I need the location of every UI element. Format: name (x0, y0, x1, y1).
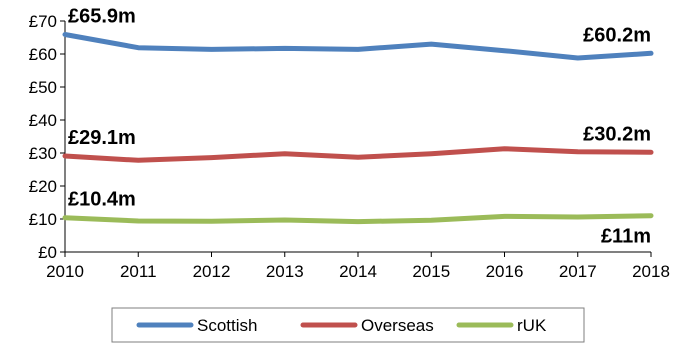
y-tick-label: £0 (38, 243, 57, 262)
series-line-ruk (62, 213, 654, 225)
x-tick-label: 2013 (266, 262, 304, 281)
x-tick-label: 2011 (120, 262, 157, 281)
x-tick-label: 2012 (193, 262, 231, 281)
y-tick-label: £10 (29, 210, 57, 229)
legend-label-ruk: rUK (517, 316, 547, 335)
data-label-ruk-end: £11m (601, 226, 651, 248)
legend-items: Scottish Overseas rUK (136, 316, 547, 335)
data-label-ruk-start: £10.4m (68, 189, 136, 211)
y-tick-label: £60 (29, 45, 57, 64)
series-line-scottish (62, 32, 654, 61)
y-tick-label: £50 (29, 78, 57, 97)
y-tick-label: £70 (29, 12, 57, 31)
y-tick-label: £40 (29, 111, 57, 130)
legend: Scottish Overseas rUK (111, 307, 585, 343)
x-tick-label: 2015 (412, 262, 450, 281)
legend-label-scottish: Scottish (197, 316, 257, 335)
series-lines (62, 32, 654, 225)
x-tick-label: 2017 (559, 262, 597, 281)
x-axis-ticks: 2010 2011 2012 2013 2014 2015 2016 2017 2018 (46, 252, 670, 281)
y-tick-label: £30 (29, 144, 57, 163)
series-line-overseas (62, 146, 654, 163)
legend-label-overseas: Overseas (361, 316, 434, 335)
y-tick-label: £20 (29, 177, 57, 196)
data-label-overseas-start: £29.1m (68, 127, 136, 149)
data-label-scottish-end: £60.2m (583, 24, 651, 46)
y-axis-ticks: £0 £10 £20 £30 £40 £50 £60 £70 (29, 12, 65, 262)
x-tick-label: 2016 (486, 262, 524, 281)
x-tick-label: 2018 (632, 262, 670, 281)
x-tick-label: 2010 (46, 262, 84, 281)
data-labels: £65.9m £60.2m £29.1m £30.2m £10.4m £11m (68, 6, 651, 248)
data-label-scottish-start: £65.9m (68, 6, 136, 28)
data-label-overseas-end: £30.2m (583, 123, 651, 145)
x-tick-label: 2014 (339, 262, 377, 281)
